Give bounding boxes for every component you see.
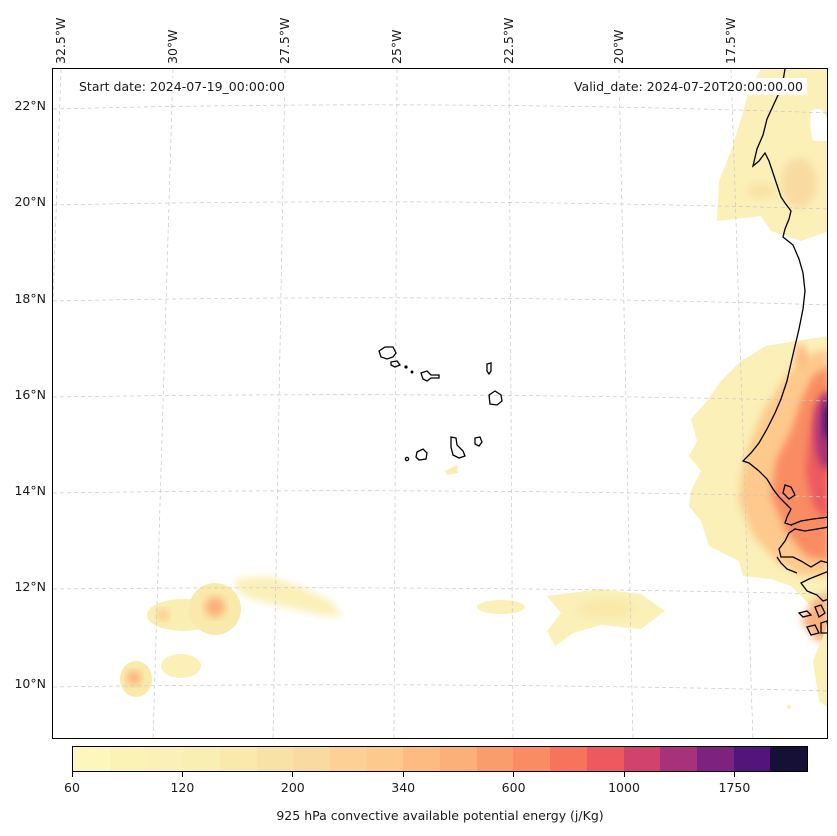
colorbar-segment bbox=[770, 747, 808, 771]
valid-date-label: Valid_date: 2024-07-20T20:00:00.00 bbox=[569, 78, 807, 95]
lon-label: 22.5°W bbox=[501, 17, 516, 64]
colorbar-tick bbox=[71, 772, 73, 777]
colorbar-segment bbox=[329, 747, 367, 771]
colorbar-tick-label: 60 bbox=[64, 780, 80, 795]
lat-label: 18°N bbox=[14, 291, 46, 306]
colorbar-tick bbox=[292, 772, 294, 777]
lon-label: 25°W bbox=[389, 29, 404, 64]
colorbar-segment bbox=[586, 747, 624, 771]
colorbar-segment bbox=[293, 747, 330, 771]
colorbar-tick bbox=[181, 772, 183, 777]
colorbar-tick-label: 340 bbox=[391, 780, 416, 795]
colorbar-segment bbox=[623, 747, 661, 771]
coastline bbox=[741, 69, 827, 636]
colorbar-segment bbox=[183, 747, 220, 771]
map-panel[interactable]: Start date: 2024-07-19_00:00:00 Valid_da… bbox=[52, 68, 828, 739]
colorbar-segment bbox=[550, 747, 587, 771]
colorbar-segment bbox=[366, 747, 404, 771]
colorbar-tick-label: 200 bbox=[280, 780, 305, 795]
lon-label: 27.5°W bbox=[277, 17, 292, 64]
lon-label: 32.5°W bbox=[53, 17, 68, 64]
colorbar-tick-label: 1000 bbox=[608, 780, 640, 795]
colorbar-tick bbox=[402, 772, 404, 777]
colorbar-segment bbox=[513, 747, 551, 771]
colorbar bbox=[72, 746, 808, 772]
colorbar-segment bbox=[73, 747, 110, 771]
map-canvas bbox=[53, 69, 827, 738]
cape-verde-islands bbox=[378, 346, 503, 462]
lat-label: 12°N bbox=[14, 579, 46, 594]
lon-label: 20°W bbox=[611, 29, 626, 64]
colorbar-segment bbox=[440, 747, 477, 771]
lat-label: 10°N bbox=[14, 676, 46, 691]
colorbar-segment bbox=[256, 747, 294, 771]
lat-label: 16°N bbox=[14, 387, 46, 402]
colorbar-segment bbox=[109, 747, 147, 771]
lon-label: 17.5°W bbox=[723, 17, 738, 64]
start-date-label: Start date: 2024-07-19_00:00:00 bbox=[75, 78, 289, 95]
cape-atlantic-clusters bbox=[120, 465, 791, 709]
colorbar-segment bbox=[733, 747, 771, 771]
colorbar-segment bbox=[476, 747, 514, 771]
lat-label: 22°N bbox=[14, 98, 46, 113]
colorbar-title: 925 hPa convective available potential e… bbox=[276, 808, 604, 823]
colorbar-segment bbox=[146, 747, 184, 771]
lat-label: 20°N bbox=[14, 194, 46, 209]
colorbar-tick bbox=[623, 772, 625, 777]
lon-label: 30°W bbox=[165, 29, 180, 64]
colorbar-tick-label: 1750 bbox=[718, 780, 751, 795]
colorbar-tick bbox=[513, 772, 515, 777]
cape-region-senegal bbox=[689, 336, 827, 708]
gridlines bbox=[53, 69, 827, 738]
cape-region-mauritania bbox=[717, 69, 827, 241]
colorbar-segment bbox=[219, 747, 257, 771]
colorbar-tick-label: 120 bbox=[170, 780, 195, 795]
colorbar-tick bbox=[733, 772, 735, 777]
colorbar-segment bbox=[660, 747, 697, 771]
colorbar-tick-label: 600 bbox=[501, 780, 526, 795]
colorbar-segment bbox=[403, 747, 441, 771]
lat-label: 14°N bbox=[14, 483, 46, 498]
colorbar-segment bbox=[696, 747, 734, 771]
